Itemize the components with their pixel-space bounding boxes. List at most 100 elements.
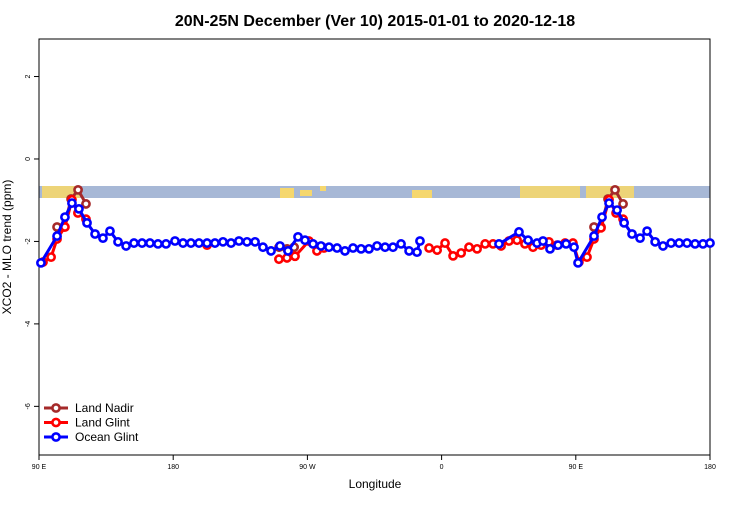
point <box>480 239 491 249</box>
point <box>186 238 196 248</box>
y-tick-label: -2 <box>25 238 32 244</box>
point <box>356 243 366 254</box>
point <box>202 238 212 248</box>
legend-label: Ocean Glint <box>75 430 139 444</box>
x-tick-label: 90 W <box>299 464 316 471</box>
series-line <box>42 195 625 265</box>
point <box>324 242 334 253</box>
x-tick-label: 180 <box>167 464 179 471</box>
point <box>618 199 628 209</box>
point <box>274 254 284 265</box>
point <box>178 238 188 248</box>
point <box>582 252 592 263</box>
x-tick-label: 180 <box>704 464 716 471</box>
point <box>627 229 637 239</box>
point <box>597 212 607 223</box>
point <box>316 241 326 251</box>
point <box>364 243 374 254</box>
point <box>642 226 652 237</box>
legend-label: Land Nadir <box>75 401 134 415</box>
legend-marker <box>51 432 61 442</box>
y-tick-label: 0 <box>25 157 32 161</box>
point <box>275 241 285 251</box>
point <box>250 236 260 247</box>
x-tick-label: 90 E <box>569 464 584 471</box>
point <box>610 184 620 195</box>
point <box>60 212 70 223</box>
point <box>194 238 204 248</box>
point <box>98 233 108 244</box>
chart-title: 20N-25N December (Ver 10) 2015-01-01 to … <box>175 13 575 30</box>
point <box>113 236 123 247</box>
y-tick-label: 2 <box>25 74 32 78</box>
point <box>210 238 220 248</box>
point <box>494 239 504 249</box>
point <box>432 245 443 255</box>
point <box>348 243 358 253</box>
point <box>226 238 236 248</box>
point <box>472 243 482 254</box>
point <box>464 242 474 253</box>
point <box>161 239 171 249</box>
point <box>332 243 342 253</box>
point <box>545 243 555 254</box>
point <box>396 239 406 249</box>
y-axis-label: XCO2 - MLO trend (ppm) <box>0 180 14 315</box>
point <box>650 236 661 247</box>
point <box>412 247 422 258</box>
point <box>290 251 300 262</box>
point <box>46 252 56 263</box>
point <box>561 239 572 249</box>
point <box>36 257 46 268</box>
x-tick-label: 0 <box>440 464 444 471</box>
point <box>67 198 77 208</box>
point <box>137 238 147 248</box>
point <box>512 235 522 246</box>
legend-label: Land Glint <box>75 416 130 430</box>
point <box>300 235 310 246</box>
point <box>170 236 180 246</box>
point <box>258 242 268 253</box>
point <box>372 241 382 251</box>
y-tick-label: -4 <box>25 321 32 327</box>
land-ocean-band <box>39 186 710 198</box>
point <box>690 239 700 249</box>
point <box>666 238 676 248</box>
point <box>424 243 434 253</box>
point <box>415 236 425 246</box>
point <box>404 246 414 256</box>
point <box>266 246 276 256</box>
point <box>82 217 92 228</box>
point <box>283 246 293 256</box>
point <box>129 238 139 248</box>
point <box>682 238 692 248</box>
point <box>612 205 623 216</box>
point <box>573 257 583 268</box>
point <box>308 239 318 249</box>
point <box>635 233 645 244</box>
point <box>81 199 91 209</box>
point <box>105 226 115 237</box>
point <box>569 242 579 253</box>
point <box>448 250 458 261</box>
point <box>705 238 715 248</box>
point <box>604 198 614 208</box>
point <box>674 238 685 248</box>
point <box>388 242 398 253</box>
point <box>619 217 630 228</box>
point <box>340 246 350 256</box>
point <box>74 203 84 214</box>
point <box>153 239 163 249</box>
legend-marker <box>51 403 61 413</box>
point <box>553 240 563 251</box>
point <box>121 241 131 251</box>
x-axis-label: Longitude <box>349 477 402 491</box>
point <box>242 236 252 247</box>
point <box>589 231 599 241</box>
legend-marker <box>51 417 61 428</box>
y-tick-label: -6 <box>25 403 32 409</box>
point <box>440 238 450 248</box>
point <box>380 242 390 253</box>
point <box>73 184 83 195</box>
